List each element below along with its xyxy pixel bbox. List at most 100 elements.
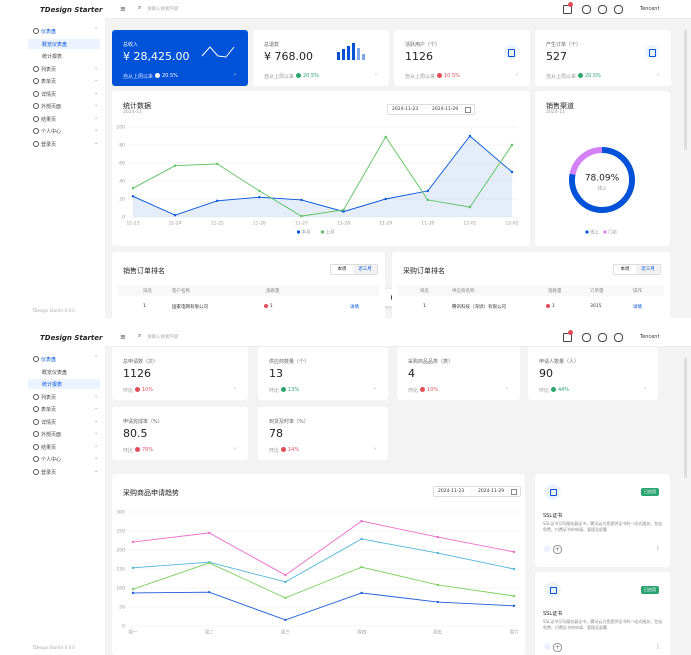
menu-item[interactable]: 仪表盘 xyxy=(41,29,57,35)
tab[interactable]: 近三月 xyxy=(636,265,660,274)
data-point xyxy=(512,594,516,598)
card-arrow[interactable]: › xyxy=(234,72,236,78)
tab[interactable]: 本周 xyxy=(337,267,347,272)
x-tick-label: 11-30 xyxy=(421,221,434,227)
panel-title: 销售订单排名 xyxy=(123,267,165,275)
stat-title: 申请人数量（人） xyxy=(539,359,580,365)
stat-title: 总申请数（次） xyxy=(123,359,159,365)
header-icon[interactable] xyxy=(582,333,591,342)
menu-item[interactable]: 概览仪表盘 xyxy=(42,369,68,376)
card-arrow[interactable]: › xyxy=(374,386,376,392)
panel-title: 采购商品申请趋势 xyxy=(123,489,179,497)
trend-label: 自从上周以来 xyxy=(264,74,295,80)
header-icon[interactable] xyxy=(614,333,623,342)
menu-item[interactable]: 外部页面 xyxy=(41,432,62,438)
search-box[interactable]: 请输入搜索内容 ⌕ xyxy=(138,4,198,14)
menu-chevron: ⌄ xyxy=(94,417,99,424)
date-picker[interactable]: 2024-11-23 -2024-11-29 xyxy=(433,486,521,497)
column-header: 操作 xyxy=(633,289,642,294)
menu-item[interactable]: 概览仪表盘 xyxy=(42,41,68,48)
table-header-bg xyxy=(398,285,664,296)
trend-icon xyxy=(296,72,301,78)
add-button[interactable]: + xyxy=(553,545,562,554)
data-point xyxy=(360,537,363,541)
header-icon[interactable] xyxy=(563,5,572,14)
menu-active-bg xyxy=(28,379,100,389)
tab[interactable]: 本周 xyxy=(620,267,630,272)
series-line xyxy=(132,591,515,621)
menu-item[interactable]: 列表页 xyxy=(41,394,57,401)
date-start: 2024-11-23 xyxy=(392,107,419,112)
more-button[interactable]: ⋮ xyxy=(655,545,661,552)
card-arrow[interactable]: › xyxy=(374,446,376,452)
data-point xyxy=(436,600,439,604)
trend-icon xyxy=(135,386,140,392)
header-icon[interactable] xyxy=(614,5,623,14)
product-name: SSL证书 xyxy=(543,611,563,617)
panel: 采购订单排名 本周 近三月 排名 供应商名称 涨跌量 订单量 操作 1 腾讯科技（深圳）有限公司 1… xyxy=(392,252,670,318)
menu-item[interactable]: 结果页 xyxy=(41,444,57,451)
bars-icon xyxy=(337,52,340,60)
data-point xyxy=(342,210,345,213)
trend-label: 环比 xyxy=(539,388,550,394)
add-button[interactable]: + xyxy=(553,643,562,652)
product-card: 已启用 SSL证书 SSL证书又叫服务器证书，腾讯云为您提供证书的一站式服务，包括免… xyxy=(535,474,670,567)
row-action[interactable]: 详情 xyxy=(633,305,642,310)
header-icon[interactable] xyxy=(598,333,607,342)
menu-item[interactable]: 统计报表 xyxy=(42,54,63,60)
column-header: 供应商名称 xyxy=(452,289,475,294)
card-arrow[interactable]: › xyxy=(516,72,518,78)
version: TDesign Starter 0.9.0 xyxy=(32,308,75,313)
sparkline-icon xyxy=(201,46,235,58)
trend-value: 10.5% xyxy=(444,73,460,79)
search-box[interactable]: 请输入搜索内容 ⌕ xyxy=(138,332,198,342)
menu-item[interactable]: 详情页 xyxy=(41,419,57,426)
card-arrow[interactable]: › xyxy=(234,446,236,452)
stat-value: 1126 xyxy=(405,50,433,63)
card-arrow[interactable]: › xyxy=(506,386,508,392)
header-icon[interactable] xyxy=(563,333,572,342)
data-point xyxy=(510,170,514,174)
data-point xyxy=(360,519,363,523)
user-name[interactable]: Tencent xyxy=(640,6,660,12)
menu-item[interactable]: 登录页 xyxy=(41,469,57,476)
data-point xyxy=(258,196,261,199)
card-arrow[interactable]: › xyxy=(375,72,377,78)
trend-label: 自从上周以来 xyxy=(546,74,577,80)
date-separator: - xyxy=(471,489,473,494)
x-tick-label: 12-02 xyxy=(505,221,518,227)
date-picker[interactable]: 2024-11-23 -2024-11-29 xyxy=(387,104,475,115)
menu-item[interactable]: 仪表盘 xyxy=(41,357,57,363)
y-tick-label: 60 xyxy=(119,161,125,167)
menu-item[interactable]: 统计报表 xyxy=(42,382,63,388)
row-action[interactable]: 详情 xyxy=(350,305,359,310)
menu-chevron: ⌄ xyxy=(94,442,99,449)
menu-item[interactable]: 个人中心 xyxy=(41,457,62,463)
sidebar xyxy=(0,18,105,318)
menu-item[interactable]: 详情页 xyxy=(41,91,57,98)
header-icon[interactable] xyxy=(598,5,607,14)
more-button[interactable]: ⋮ xyxy=(655,643,661,650)
menu-item[interactable]: 表单页 xyxy=(41,407,57,413)
stat-card: 总退款 ¥ 768.00 自从上周以来 20.5% › xyxy=(253,30,389,86)
trend-label: 环比 xyxy=(408,388,419,394)
bars-icon xyxy=(352,43,355,60)
legend-swatch xyxy=(320,230,325,234)
menu-item[interactable]: 登录页 xyxy=(41,141,57,148)
y-tick-label: 80 xyxy=(119,143,125,149)
scrollbar xyxy=(684,30,687,150)
menu-item[interactable]: 结果页 xyxy=(41,116,57,123)
tab-group: 本周 近三月 xyxy=(330,264,378,275)
header-icon[interactable] xyxy=(582,5,591,14)
data-point xyxy=(512,550,516,554)
menu-item[interactable]: 外部页面 xyxy=(41,104,62,110)
user-name[interactable]: Tencent xyxy=(640,334,660,340)
menu-item[interactable]: 表单页 xyxy=(41,79,57,85)
card-arrow[interactable]: › xyxy=(234,386,236,392)
menu-item[interactable]: 个人中心 xyxy=(41,129,62,135)
bars-icon xyxy=(347,46,350,60)
card-arrow[interactable]: › xyxy=(644,386,646,392)
menu-item[interactable]: 列表页 xyxy=(41,66,57,73)
tab[interactable]: 近三月 xyxy=(353,265,377,274)
card-arrow[interactable]: › xyxy=(657,72,659,78)
